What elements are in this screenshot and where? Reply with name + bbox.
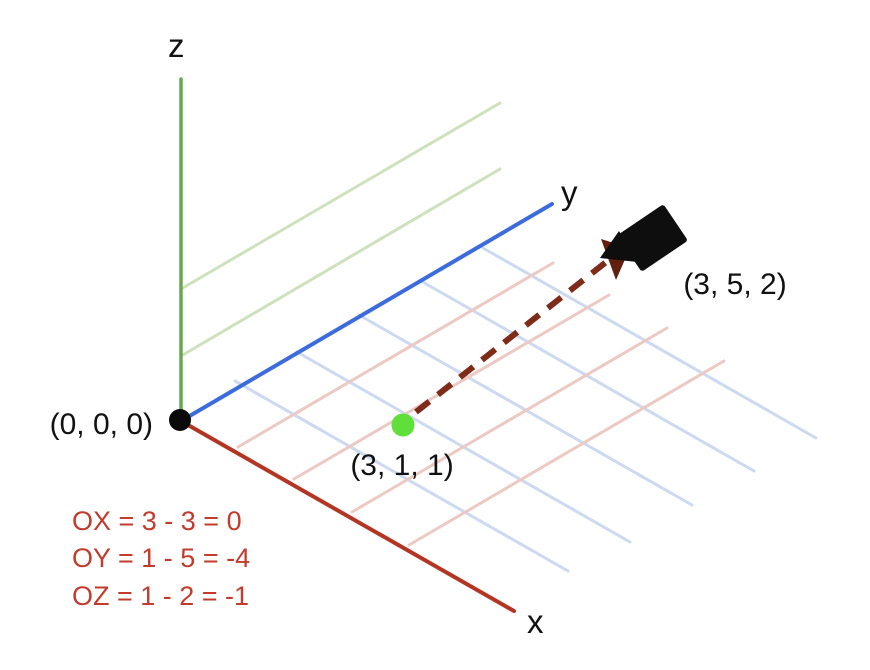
formula-line-oy: OY = 1 - 5 = -4 [72, 543, 250, 573]
origin-dot [169, 409, 191, 431]
x-axis-label: x [527, 603, 544, 640]
ground-grid-pink [236, 261, 726, 547]
x-axis-line [179, 419, 516, 613]
z-axis-label: z [168, 27, 185, 64]
grid-line-constant-x-3 [350, 326, 669, 514]
formula-line-oz: OZ = 1 - 2 = -1 [72, 581, 249, 611]
origin-label: (0, 0, 0) [50, 408, 153, 441]
grid-line-constant-x-4 [407, 359, 726, 547]
formula-line-ox: OX = 3 - 3 = 0 [72, 506, 242, 536]
wall-grid-line-z2 [179, 101, 502, 291]
wall-grid-line-z1 [179, 167, 502, 358]
grid-line-constant-y-5 [481, 246, 818, 440]
camera-icon [600, 205, 687, 271]
y-axis-label: y [561, 174, 578, 211]
camera-label: (3, 5, 2) [683, 268, 786, 301]
grid-line-constant-x-1 [236, 261, 555, 449]
y-axis-line [179, 202, 554, 423]
wall-grid-green [179, 101, 502, 358]
object-point-dot [391, 413, 415, 437]
offset-formulas: OX = 3 - 3 = 0 OY = 1 - 5 = -4 OZ = 1 - … [72, 506, 250, 611]
grid-line-constant-y-1 [233, 379, 570, 573]
camera-body [618, 205, 687, 271]
camera-lens [600, 231, 637, 262]
direction-vector-dashed-line [414, 256, 612, 415]
object-point-label: (3, 1, 1) [350, 449, 453, 482]
